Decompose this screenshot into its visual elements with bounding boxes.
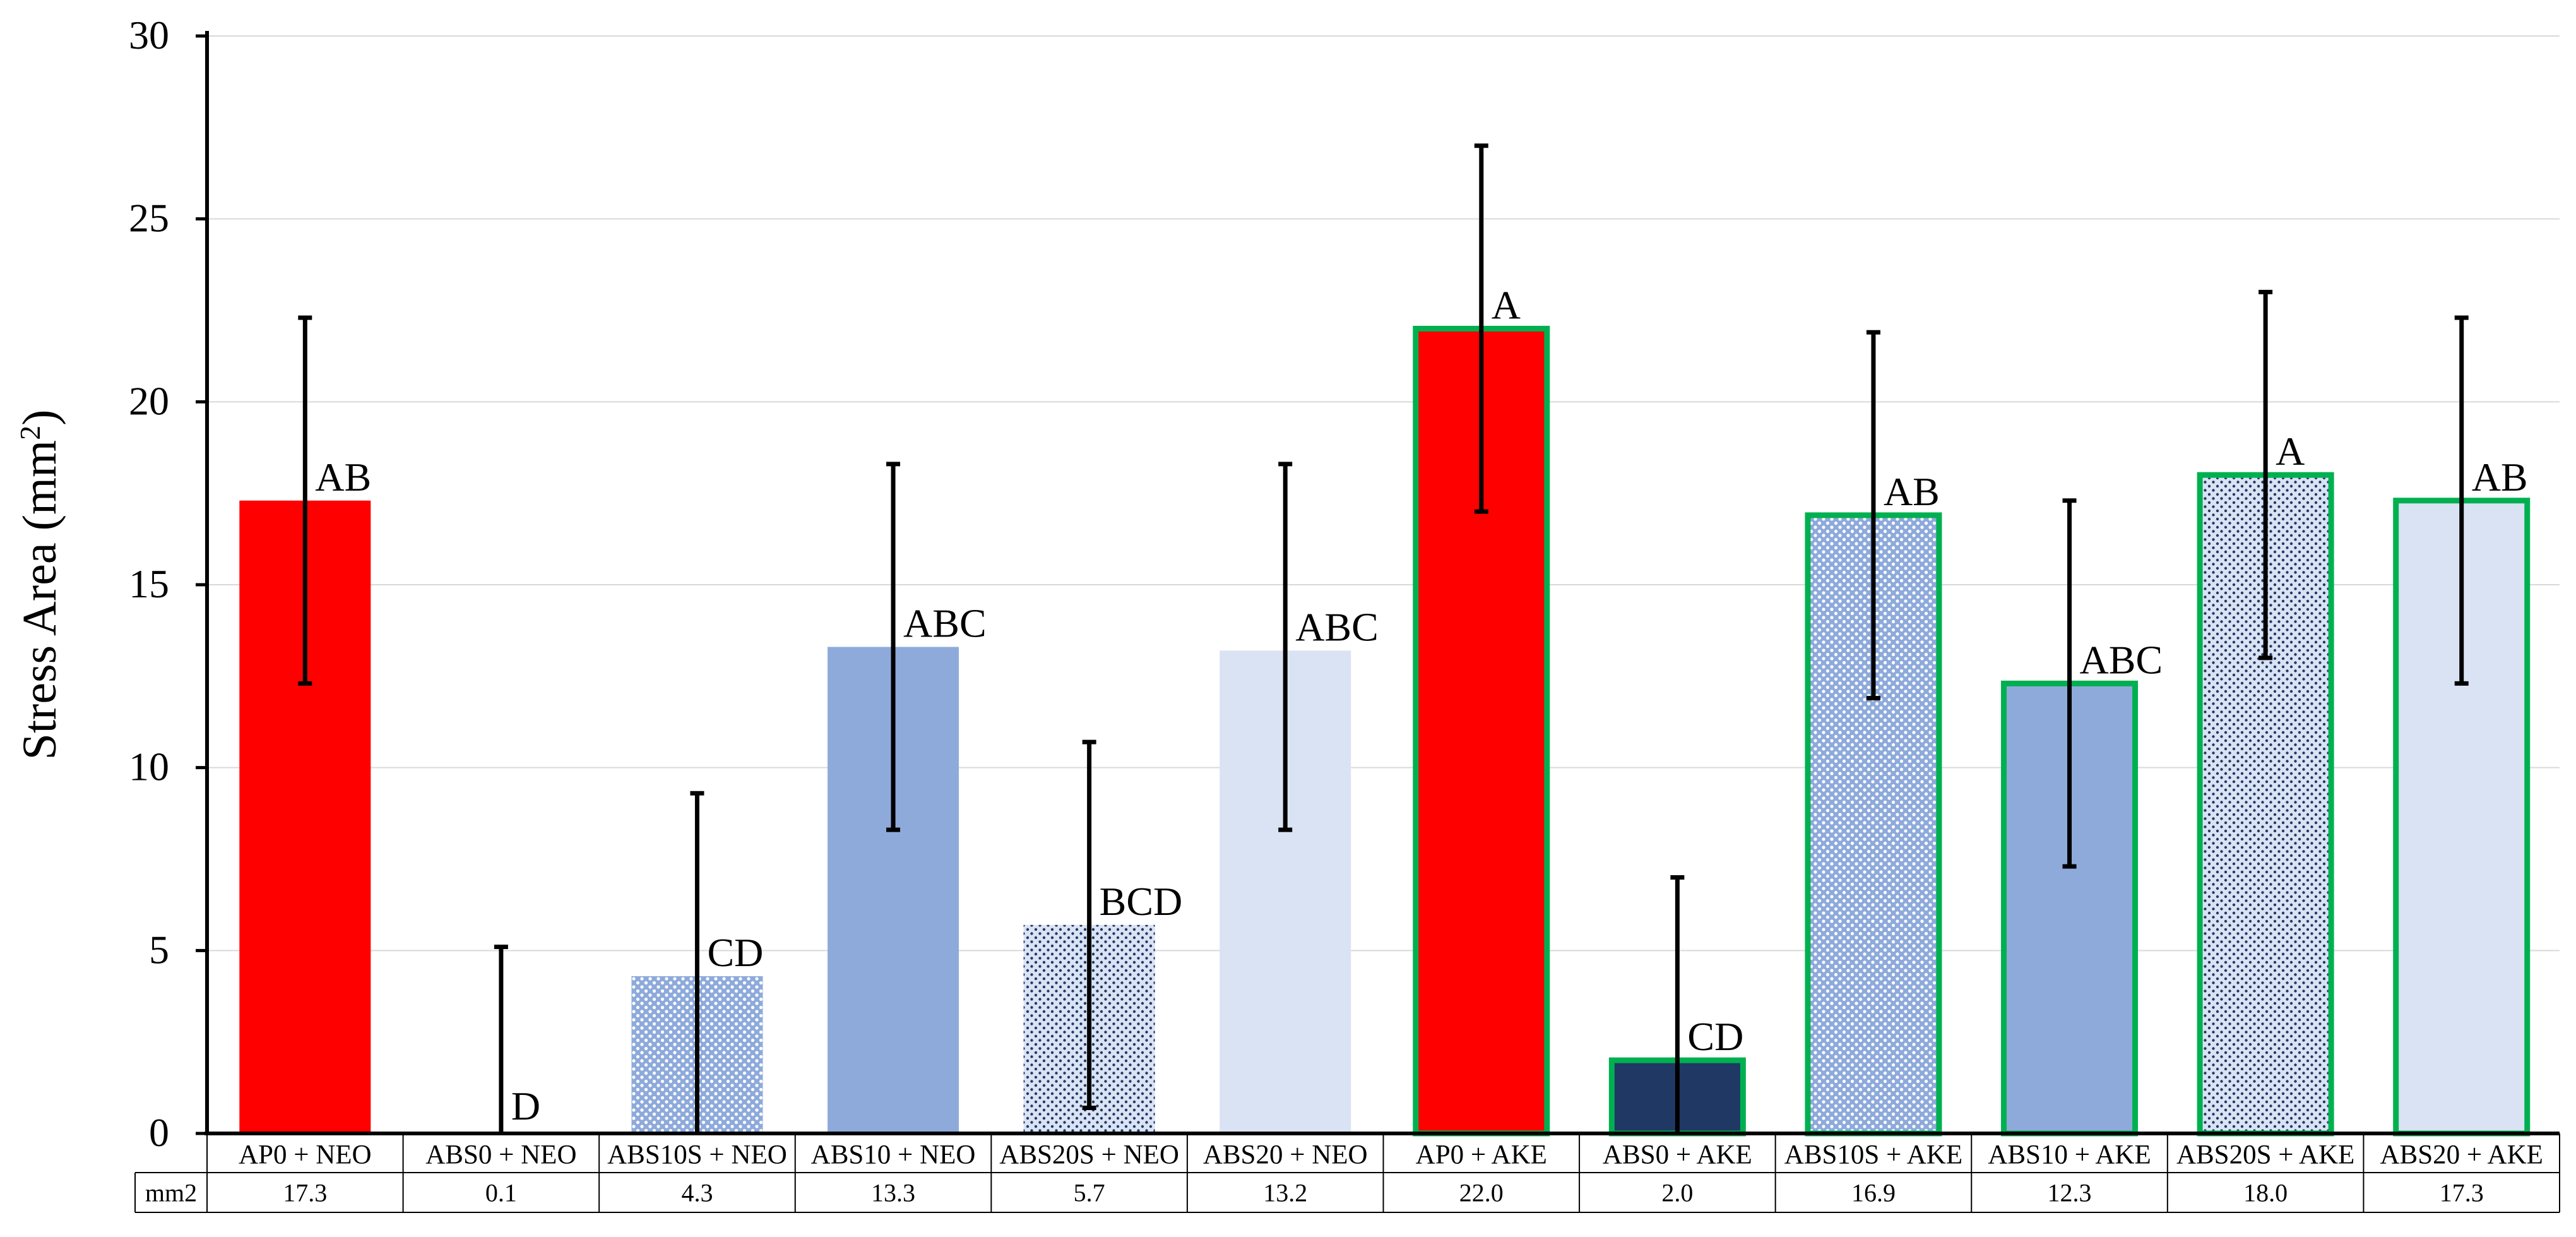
significance-letter: CD [707,930,763,975]
x-category-label: ABS20 + AKE [2380,1140,2543,1170]
x-category-label: ABS20S + NEO [999,1140,1179,1170]
table-value-cell: 22.0 [1459,1179,1504,1207]
significance-letter: ABC [903,601,987,645]
significance-letter: AB [2472,455,2528,499]
y-axis-title: Stress Area (mm2) [13,410,66,760]
data-table: mm2 AP0 + NEO 17.3 ABS0 + NEO 0.1 ABS10S + NE… [134,1133,2560,1213]
axes: 0 5 10 15 20 25 30 Stress Area (mm2) [13,13,2560,1155]
error-bars [298,143,2469,1133]
significance-letter: BCD [1100,879,1183,924]
significance-letter: CD [1687,1014,1743,1059]
significance-letter: ABC [2080,637,2163,682]
table-value-cell: 0.1 [485,1179,517,1207]
y-axis-title-text: Stress Area (mm [13,440,66,760]
y-axis-title-sup: 2 [14,426,46,440]
table-value-cell: 17.3 [283,1179,327,1207]
y-tick-label: 15 [129,561,169,606]
y-axis-title-close: ) [13,410,66,426]
bars [239,325,2531,1137]
table-value-cell: 2.0 [1661,1179,1693,1207]
labels: AB D CD ABC BCD ABC A CD AB ABC A AB [315,282,2527,1128]
y-tick-label: 0 [149,1110,169,1155]
x-category-label: ABS10 + NEO [811,1140,976,1170]
x-category-label: AP0 + NEO [239,1140,372,1170]
x-category-label: ABS0 + AKE [1603,1140,1752,1170]
x-category-label: ABS10S + AKE [1784,1140,1962,1170]
table-value-cell: 13.3 [871,1179,915,1207]
table-value-cell: 17.3 [2440,1179,2484,1207]
significance-letter: A [2276,429,2305,474]
table-value-cell: 18.0 [2243,1179,2288,1207]
x-category-label: ABS10S + NEO [607,1140,787,1170]
x-category-label: AP0 + AKE [1416,1140,1547,1170]
significance-letter: ABC [1295,604,1379,649]
significance-letter: A [1492,282,1521,327]
table-value-cell: 16.9 [1851,1179,1896,1207]
gridlines [207,35,2560,952]
x-category-label: ABS20 + NEO [1203,1140,1368,1170]
table-value-cell: 13.2 [1263,1179,1307,1207]
y-tick-label: 20 [129,378,169,423]
x-category-label: ABS10 + AKE [1988,1140,2151,1170]
table-value-cell: 12.3 [2048,1179,2092,1207]
y-tick-label: 10 [129,744,169,789]
y-tick-label: 25 [129,196,169,241]
y-tick-label: 30 [129,13,169,57]
significance-letter: AB [1884,469,1940,514]
table-row-header: mm2 [145,1179,197,1207]
x-category-label: ABS20S + AKE [2176,1140,2354,1170]
table-value-cell: 4.3 [681,1179,713,1207]
x-category-label: ABS0 + NEO [425,1140,576,1170]
y-tick-label: 5 [149,927,169,972]
significance-letter: D [511,1084,540,1128]
significance-letter: AB [315,455,371,499]
table-value-cell: 5.7 [1074,1179,1105,1207]
